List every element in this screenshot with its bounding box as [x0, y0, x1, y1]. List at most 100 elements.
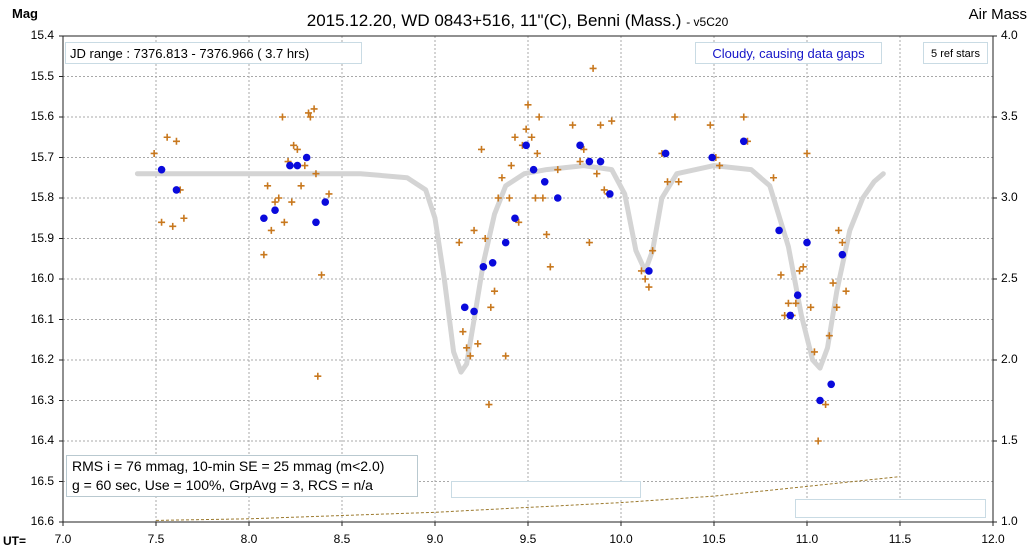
raw-point [505, 194, 513, 202]
y-tick-label: 15.4 [30, 28, 54, 42]
raw-point [833, 303, 841, 311]
raw-point [163, 133, 171, 141]
x-tick-label: 9.0 [426, 532, 444, 546]
raw-point [474, 340, 482, 348]
raw-point [466, 352, 474, 360]
y2-tick-label: 3.5 [1001, 109, 1018, 123]
raw-point [675, 178, 683, 186]
raw-points [150, 64, 850, 445]
jd-range-box: JD range : 7376.813 - 7376.966 ( 3.7 hrs… [65, 42, 362, 64]
raw-point [600, 186, 608, 194]
x-tick-label: 8.5 [333, 532, 351, 546]
raw-point [842, 287, 850, 295]
raw-point [543, 230, 551, 238]
y-tick-label: 16.3 [30, 392, 54, 407]
group-average-point [488, 259, 497, 267]
x-tick-label: 8.0 [240, 532, 258, 546]
y-tick-label: 15.9 [30, 230, 54, 245]
raw-point [306, 113, 314, 121]
raw-point [803, 149, 811, 157]
raw-point [777, 271, 785, 279]
stats-box: RMS i = 76 mmag, 10-min SE = 25 mmag (m<… [66, 455, 418, 497]
raw-point [810, 348, 818, 356]
raw-point [511, 133, 519, 141]
raw-point [838, 239, 846, 247]
ref-stars-box: 5 ref stars [923, 42, 988, 64]
version-label: - v5C20 [686, 15, 729, 29]
raw-point [829, 279, 837, 287]
raw-point [264, 182, 272, 190]
raw-point [172, 137, 180, 145]
raw-point [539, 194, 547, 202]
group-average-point [529, 165, 538, 174]
raw-point [150, 149, 158, 157]
raw-point [318, 271, 326, 279]
group-average-point [470, 307, 478, 316]
raw-point [546, 263, 554, 271]
raw-point [470, 226, 478, 234]
group-average-point [321, 198, 330, 206]
group-average-point [645, 267, 653, 275]
raw-point [491, 287, 499, 295]
group-average-point [775, 226, 783, 235]
raw-point [533, 149, 541, 157]
group-average-point [708, 153, 716, 162]
raw-point [593, 170, 601, 178]
y-tick-label: 16.0 [30, 271, 54, 285]
raw-point [290, 141, 298, 149]
raw-point [280, 218, 288, 226]
group-average-point [460, 303, 469, 312]
raw-point [275, 194, 283, 202]
group-average-point [286, 161, 294, 170]
raw-point [554, 166, 562, 174]
raw-point [664, 178, 671, 186]
raw-point [314, 372, 322, 380]
raw-point [740, 113, 748, 121]
empty-legend-box-1 [451, 481, 641, 498]
group-average-point [172, 186, 181, 194]
group-average-point [302, 153, 311, 162]
raw-point [569, 121, 577, 129]
raw-point [271, 198, 279, 206]
raw-point [531, 194, 539, 202]
group-average-point [661, 149, 670, 158]
raw-point [597, 121, 605, 129]
raw-point [478, 145, 485, 153]
stats-line-1: RMS i = 76 mmag, 10-min SE = 25 mmag (m<… [72, 458, 385, 474]
y-tick-label: 15.5 [30, 68, 54, 83]
raw-point [585, 239, 593, 247]
x-tick-label: 10.0 [609, 532, 633, 546]
group-average-point [786, 311, 795, 320]
raw-point [455, 239, 463, 247]
raw-point [310, 105, 318, 113]
raw-point [288, 198, 296, 206]
raw-point [641, 275, 649, 283]
y-tick-label: 16.6 [30, 514, 54, 528]
raw-point [278, 113, 286, 121]
raw-point [784, 299, 792, 307]
y2-tick-label: 1.5 [1001, 433, 1018, 447]
y2-tick-label: 2.5 [1001, 271, 1018, 285]
raw-point [814, 437, 822, 445]
raw-point [293, 145, 301, 153]
raw-point [825, 332, 833, 340]
plot-frame [62, 35, 994, 523]
raw-point [770, 174, 778, 182]
raw-point [522, 125, 530, 133]
model-curve-line [134, 163, 886, 375]
raw-point [535, 113, 543, 121]
group-average-point [479, 263, 488, 271]
airmass-curve [155, 476, 901, 521]
raw-point [498, 174, 506, 182]
y2-tick-label: 3.0 [1001, 190, 1018, 204]
x-tick-label: 7.0 [54, 532, 72, 546]
raw-point [481, 235, 489, 242]
raw-point [301, 162, 309, 170]
x-tick-label: 11.5 [888, 532, 912, 546]
raw-point [507, 162, 515, 170]
group-average-point [540, 178, 549, 186]
x-tick-label: 7.5 [147, 532, 165, 546]
raw-point [515, 218, 523, 226]
raw-point [297, 182, 305, 190]
raw-point [528, 133, 536, 141]
